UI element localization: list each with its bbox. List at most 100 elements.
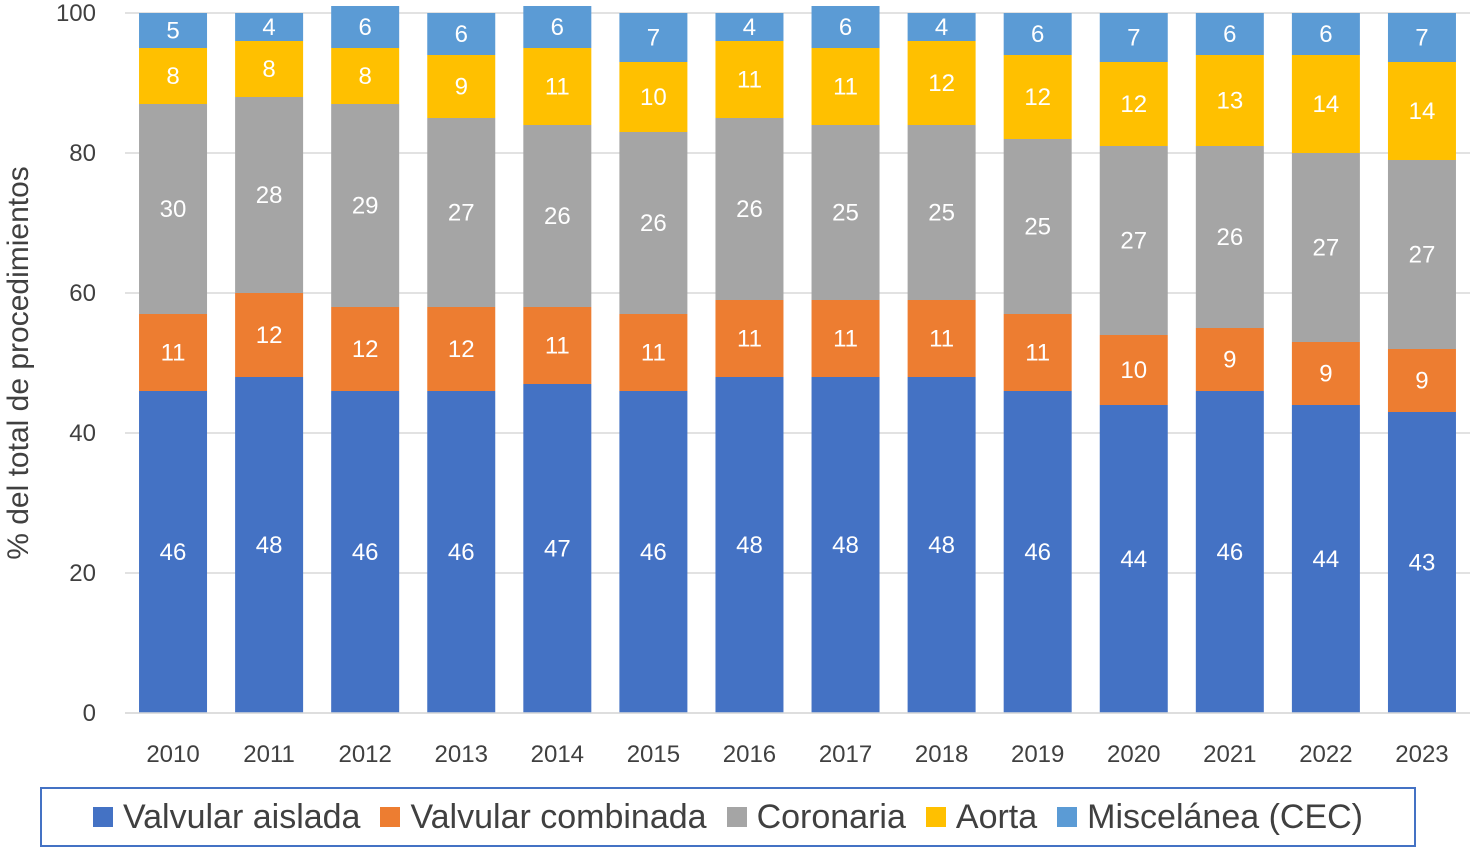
bar-segment	[907, 125, 976, 300]
data-label: 47	[544, 536, 571, 563]
data-label: 6	[1319, 21, 1332, 48]
data-label: 27	[448, 200, 475, 227]
x-tick-label: 2013	[435, 741, 488, 768]
y-axis-ticks: 0 20 40 60 80 100	[56, 0, 96, 727]
data-label: 26	[544, 203, 571, 230]
legend-swatch	[1057, 807, 1078, 827]
gridlines	[125, 12, 1470, 714]
data-label: 8	[358, 63, 371, 90]
bar-segment	[1291, 405, 1360, 713]
legend-label: Miscelánea (CEC)	[1087, 797, 1364, 836]
bar-segment	[907, 300, 976, 377]
legend-label: Coronaria	[756, 797, 906, 836]
data-label: 6	[455, 21, 468, 48]
data-label: 11	[1025, 340, 1050, 367]
bar-segment	[907, 13, 976, 41]
data-label: 48	[256, 532, 283, 559]
data-label: 14	[1313, 91, 1340, 118]
data-label: 14	[1409, 98, 1436, 125]
x-tick-label: 2017	[819, 741, 872, 768]
bar-segment	[619, 391, 688, 713]
bar-segment	[715, 41, 784, 118]
y-tick-label: 20	[69, 560, 96, 587]
bar-segment	[139, 48, 208, 104]
bar-segment	[1291, 55, 1360, 153]
x-tick-label: 2018	[915, 741, 968, 768]
bar-segment	[1291, 13, 1360, 55]
bar-segment	[1099, 13, 1168, 62]
bar-segment	[715, 377, 784, 713]
data-label: 25	[832, 200, 859, 227]
data-label: 11	[161, 340, 186, 367]
data-label: 11	[545, 74, 570, 101]
data-label: 12	[352, 336, 379, 363]
x-tick-label: 2012	[338, 741, 391, 768]
data-label: 44	[1313, 546, 1340, 573]
x-tick-label: 2011	[243, 741, 295, 768]
data-label: 26	[1216, 224, 1243, 251]
data-label: 28	[256, 182, 283, 209]
bar-segment	[331, 391, 400, 713]
data-label: 12	[448, 336, 475, 363]
data-label: 12	[256, 322, 283, 349]
x-tick-label: 2023	[1395, 741, 1448, 768]
data-label: 48	[736, 532, 763, 559]
bars: 4611308548122884461229864612279647112611…	[139, 6, 1456, 713]
bar-segment	[1003, 391, 1072, 713]
bar-segment	[1099, 405, 1168, 713]
bar-segment	[811, 6, 880, 48]
data-label: 4	[262, 14, 275, 41]
data-label: 25	[928, 200, 955, 227]
bar-segment	[619, 62, 688, 132]
data-label: 46	[160, 539, 187, 566]
data-label: 12	[1024, 84, 1051, 111]
bar-segment	[715, 118, 784, 300]
data-label: 11	[929, 326, 954, 353]
bar-segment	[523, 48, 592, 125]
bar-segment	[139, 391, 208, 713]
bar-segment	[331, 307, 400, 391]
data-label: 26	[640, 210, 667, 237]
bar-segment	[1387, 62, 1456, 160]
bar-segment	[1003, 13, 1072, 55]
legend-swatch	[380, 807, 401, 827]
data-label: 11	[641, 340, 666, 367]
bar-segment	[619, 132, 688, 314]
data-label: 46	[352, 539, 379, 566]
data-label: 27	[1120, 228, 1147, 255]
data-label: 6	[1223, 21, 1236, 48]
bar-segment	[1291, 153, 1360, 342]
x-tick-label: 2022	[1299, 741, 1352, 768]
bar-segment	[427, 55, 496, 118]
data-label: 9	[1223, 347, 1236, 374]
x-tick-label: 2010	[146, 741, 199, 768]
bar-segment	[1195, 146, 1264, 328]
bar-segment	[715, 13, 784, 41]
bar-segment	[235, 377, 304, 713]
bar-segment	[1195, 328, 1264, 391]
legend-item: Valvular combinada	[380, 798, 707, 837]
data-label: 4	[743, 14, 756, 41]
data-label: 9	[455, 74, 468, 101]
bar-segment	[523, 6, 592, 48]
data-label: 9	[1319, 361, 1332, 388]
legend-item: Coronaria	[726, 797, 906, 837]
y-tick-label: 100	[56, 0, 96, 27]
data-label: 7	[647, 25, 660, 52]
data-label: 11	[737, 326, 762, 353]
bar-segment	[427, 391, 496, 713]
data-label: 6	[358, 14, 371, 41]
bar-segment	[1387, 13, 1456, 62]
legend: Valvular aislada Valvular combinada Corona…	[40, 787, 1416, 847]
data-label: 27	[1313, 235, 1340, 262]
bar-segment	[1003, 139, 1072, 314]
x-tick-label: 2015	[627, 741, 680, 768]
bar-segment	[139, 13, 208, 48]
legend-label: Valvular aislada	[122, 797, 361, 836]
bar-segment	[523, 307, 592, 384]
y-tick-label: 80	[69, 140, 96, 167]
bar-segment	[235, 13, 304, 41]
data-label: 46	[1024, 539, 1051, 566]
data-label: 5	[166, 18, 179, 45]
